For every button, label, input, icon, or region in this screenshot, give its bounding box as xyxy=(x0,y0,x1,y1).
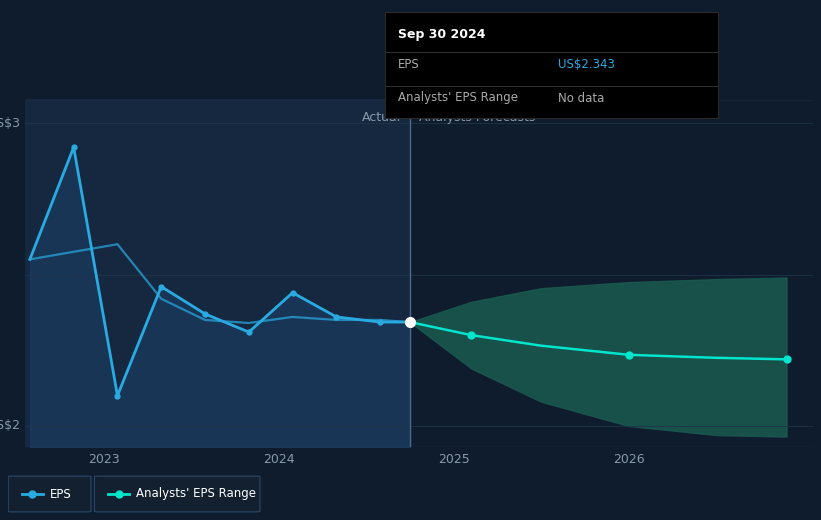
Text: EPS: EPS xyxy=(398,58,420,71)
Text: Actual: Actual xyxy=(362,111,401,124)
FancyBboxPatch shape xyxy=(94,476,260,512)
Text: No data: No data xyxy=(558,92,604,105)
Bar xyxy=(25,99,410,447)
Text: Analysts' EPS Range: Analysts' EPS Range xyxy=(135,488,256,500)
Text: Sep 30 2024: Sep 30 2024 xyxy=(398,28,486,41)
Text: US$2.343: US$2.343 xyxy=(558,58,615,71)
Text: EPS: EPS xyxy=(49,488,71,500)
Text: US$3: US$3 xyxy=(0,116,21,129)
Text: Analysts Forecasts: Analysts Forecasts xyxy=(419,111,535,124)
FancyBboxPatch shape xyxy=(8,476,91,512)
Text: US$2: US$2 xyxy=(0,420,21,433)
Text: Analysts' EPS Range: Analysts' EPS Range xyxy=(398,92,518,105)
